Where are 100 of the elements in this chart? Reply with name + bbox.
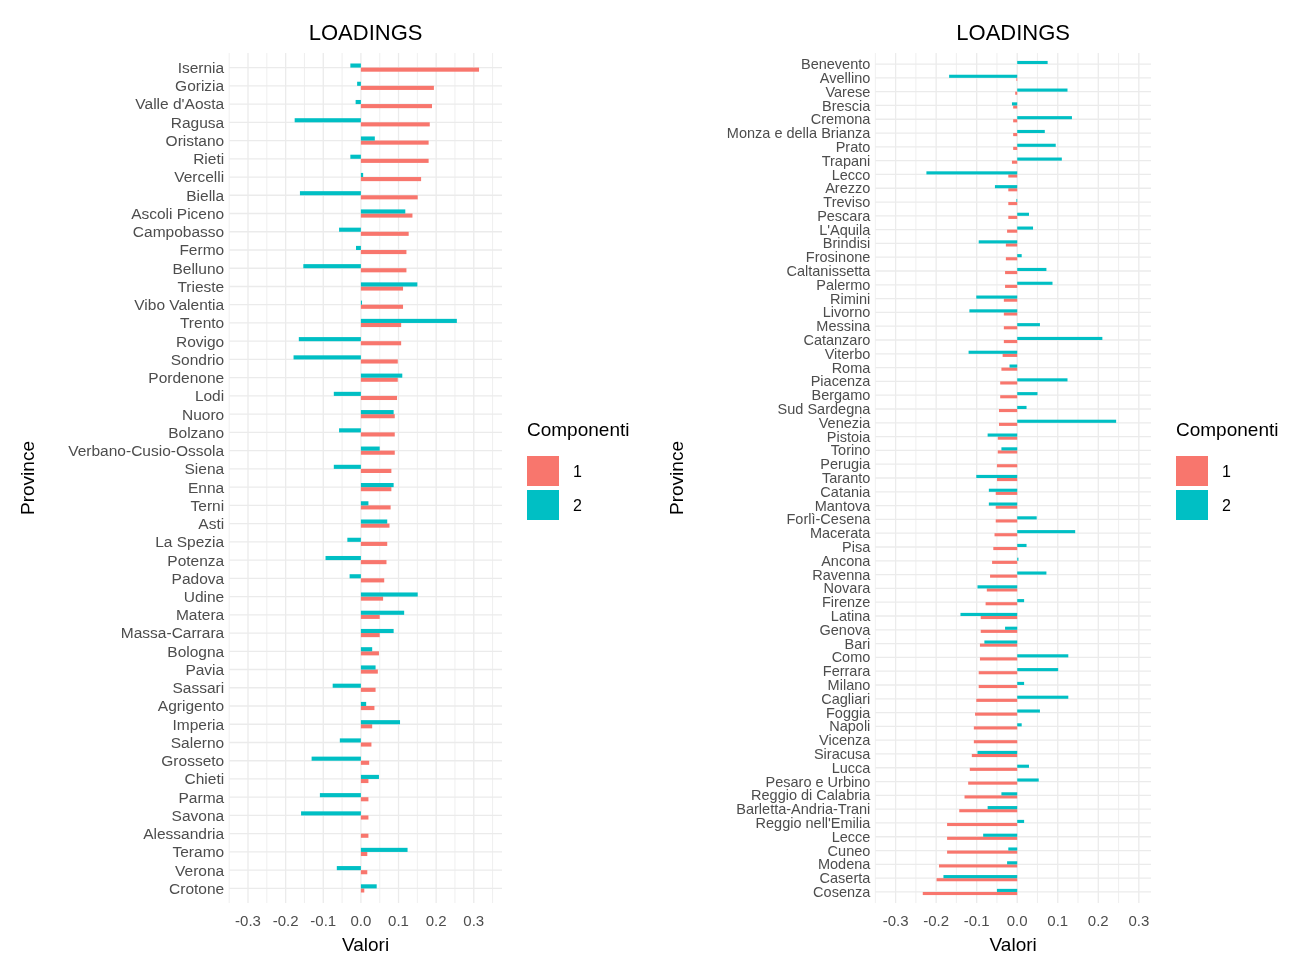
y-tick-label: Grosseto [161,752,225,770]
x-tick-label: -0.3 [235,912,261,929]
x-tick-label: 0.1 [388,912,409,929]
bar [986,588,1018,592]
bar [339,227,361,232]
bar [360,341,402,346]
bar [360,395,398,401]
bar [360,870,368,875]
bar [360,483,394,488]
y-tick-label: Potenza [167,551,225,569]
y-tick-label: Trieste [177,277,225,295]
bar [1017,378,1068,382]
bar [1002,353,1018,357]
bar [998,409,1018,413]
bar [971,753,1018,758]
bar [360,195,418,200]
bar [360,122,430,127]
bar [303,264,361,269]
bar [1001,367,1018,371]
y-tick-label: Lecco [831,166,871,183]
y-tick-label: Salerno [170,733,225,751]
y-tick-label: Brescia [821,97,872,114]
bar [360,523,390,528]
y-tick-label: Firenze [821,594,871,611]
bar [360,519,388,524]
bar [979,643,1018,647]
bar [1013,133,1018,137]
bar [360,140,429,145]
y-tick-label: Pordenone [148,369,225,387]
bar [936,878,1018,882]
bar [1017,654,1069,658]
y-tick-label: Lodi [194,387,225,405]
bar [1017,599,1025,603]
bar [293,355,361,360]
y-tick-label: Savona [171,806,225,824]
bar [360,359,398,364]
y-tick-label: Enna [188,478,225,496]
bar [360,888,365,893]
y-tick-label: Sondrio [170,350,225,368]
bar [1017,226,1034,230]
bar [996,888,1018,892]
bar [976,295,1018,299]
bar [994,533,1018,537]
y-tick-label: Modena [817,856,872,873]
y-tick-label: Messina [816,318,872,335]
y-tick-label: Siena [184,460,225,478]
y-tick-label: Campobasso [132,223,225,241]
x-tick-label: -0.1 [310,912,337,929]
y-tick-label: Gorizia [175,77,225,95]
bar [977,750,1018,754]
bar [996,478,1018,482]
bar [1003,312,1018,316]
legend-label: 2 [573,496,582,514]
bar [987,433,1018,437]
bar [1017,709,1040,713]
y-tick-label: Reggio di Calabria [751,787,872,804]
bar [360,797,369,802]
bar [360,231,409,236]
bar [360,687,376,692]
bar [360,706,375,711]
bar [360,373,403,378]
bar [996,464,1018,468]
bar [299,191,361,196]
bar [1017,392,1038,396]
y-tick-label: Belluno [172,259,225,277]
bar [360,651,379,656]
y-tick-label: Ferrara [822,663,872,680]
bar [1005,271,1018,275]
bar [995,519,1018,523]
bar [1005,243,1018,247]
x-axis-title: Valori [342,934,390,955]
bar [319,793,361,798]
bar [969,767,1018,771]
y-axis-title: Province [17,441,38,515]
bar [360,250,407,255]
bar [1008,202,1018,206]
bar [349,574,361,579]
bar [360,432,395,437]
bar [998,422,1018,426]
bar [1001,792,1018,796]
y-tick-label: Terni [190,496,225,514]
bar [1017,723,1022,727]
y-tick-label: Mantova [814,497,872,514]
bar [333,464,361,469]
bar [943,875,1018,879]
bar [926,171,1018,175]
bar [993,546,1018,551]
bar [995,505,1018,509]
bar [333,391,361,396]
bar [332,683,361,688]
bar [1017,419,1117,423]
y-tick-label: Macerata [809,525,872,542]
bar [979,657,1018,661]
bar [325,555,361,561]
bar [984,640,1018,644]
bar [1017,267,1047,272]
y-tick-label: La Spezia [155,533,225,551]
bar [978,240,1018,244]
bar [357,81,361,86]
y-tick-label: Bologna [167,642,225,660]
